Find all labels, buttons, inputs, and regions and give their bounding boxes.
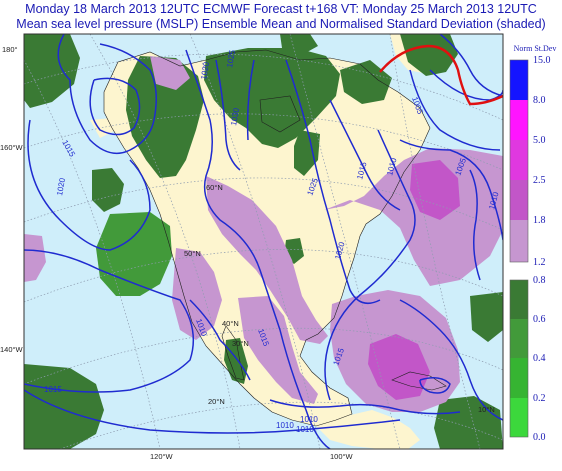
- lat-label-30n: 30°N: [232, 339, 249, 348]
- colorbar-swatch: [510, 358, 528, 398]
- highlight-isobar: [379, 44, 503, 106]
- lat-label-50n: 50°N: [184, 249, 201, 258]
- map-title: Monday 18 March 2013 12UTC ECMWF Forecas…: [25, 2, 537, 16]
- isobar-label: 1020: [55, 177, 67, 197]
- isobar-label: 1010: [276, 421, 294, 430]
- map-subtitle: Mean sea level pressure (MSLP) Ensemble …: [16, 17, 546, 31]
- longitude-labels: 180° 160°W 140°W 120°W 100°W: [0, 45, 354, 461]
- isobar-label: 1010: [300, 415, 318, 424]
- colorbar-swatch: [510, 100, 528, 140]
- latitude-labels: 60°N 50°N 40°N 30°N 20°N 10°N: [184, 183, 495, 414]
- colorbar-swatch: [510, 140, 528, 180]
- colorbar-swatch: [510, 319, 528, 358]
- lat-label-40n: 40°N: [222, 319, 239, 328]
- colorbar-tick: 1.2: [533, 257, 546, 268]
- lon-label-100w: 100°W: [330, 452, 354, 461]
- colorbar-swatch: [510, 180, 528, 220]
- coastlines: [103, 49, 447, 427]
- isobar-label: 1025: [225, 49, 237, 69]
- lon-label-120w: 120°W: [150, 452, 174, 461]
- stdev-colorbar: [509, 59, 529, 438]
- colorbar-tick: 0.4: [533, 353, 546, 364]
- colorbar-title: Norm St.Dev: [513, 44, 557, 53]
- isobar-label: 1010: [296, 425, 314, 434]
- colorbar-tick: 8.0: [533, 95, 546, 106]
- colorbar-swatch: [510, 220, 528, 262]
- colorbar-tick: 1.8: [533, 215, 546, 226]
- colorbar-tick: 5.0: [533, 135, 546, 146]
- high-stdev-shading: [24, 56, 503, 412]
- colorbar-tick: 15.0: [533, 55, 551, 66]
- colorbar-swatch: [510, 60, 528, 100]
- lat-label-60n: 60°N: [206, 183, 223, 192]
- isobar-label: 1030: [229, 107, 241, 127]
- lon-label-180: 180°: [2, 45, 18, 54]
- lat-label-10n: 10°N: [478, 405, 495, 414]
- isobar-label: 1015: [44, 385, 62, 394]
- isobar-lines: [24, 34, 503, 449]
- colorbar-swatch: [510, 280, 528, 319]
- colorbar-swatch: [510, 398, 528, 437]
- colorbar-tick: 0.8: [533, 275, 546, 286]
- lon-label-140w: 140°W: [0, 345, 24, 354]
- colorbar-tick: 2.5: [533, 175, 546, 186]
- colorbar-tick: 0.6: [533, 314, 546, 325]
- low-stdev-shading: [24, 34, 503, 449]
- lon-label-160w: 160°W: [0, 143, 24, 152]
- map-frame: [23, 33, 504, 450]
- isobar-label: 1020: [199, 61, 211, 81]
- colorbar-tick: 0.0: [533, 432, 546, 443]
- lat-label-20n: 20°N: [208, 397, 225, 406]
- graticule-lines: [24, 34, 503, 449]
- colorbar-tick: 0.2: [533, 393, 546, 404]
